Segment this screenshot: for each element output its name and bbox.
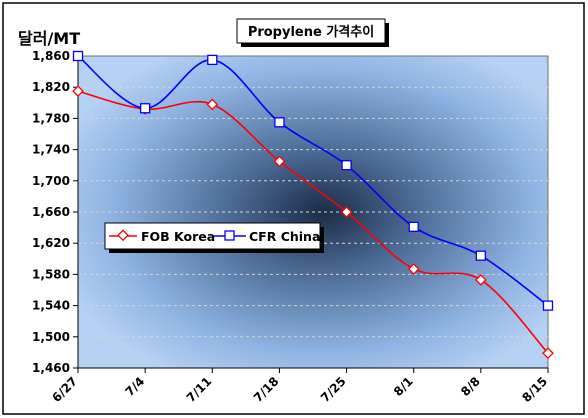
legend-marker-fob-korea — [117, 229, 129, 242]
data-point-fob-korea — [340, 206, 353, 218]
y-tick-label: 1,700 — [32, 174, 70, 188]
y-tick-labels: 1,460 1,500 1,540 1,580 1,620 1,660 1,700 1,740… — [32, 49, 548, 375]
data-point-cfr-china — [139, 103, 151, 114]
series-lines — [72, 50, 554, 360]
y-tick-label: 1,540 — [32, 299, 70, 313]
data-point-fob-korea — [474, 273, 487, 286]
data-point-cfr-china — [274, 117, 285, 128]
data-point-cfr-china — [341, 160, 352, 171]
chart-title-box — [236, 18, 386, 44]
chart-title: Propylene 가격추이 — [248, 24, 374, 40]
data-point-cfr-china — [475, 250, 487, 261]
y-axis-label: 달러/MT — [18, 29, 80, 48]
y-tick-label: 1,740 — [32, 143, 70, 157]
y-tick-label: 1,820 — [32, 80, 70, 94]
data-point-cfr-china — [408, 221, 419, 232]
data-point-fob-korea — [407, 263, 420, 275]
y-tick-label: 1,500 — [32, 330, 70, 344]
y-tick-label: 1,580 — [32, 267, 70, 281]
y-tick-label: 1,860 — [32, 49, 70, 63]
y-tick-label: 1,780 — [32, 111, 70, 125]
legend-label-cfr-china: CFR China — [249, 229, 320, 244]
legend-label-fob-korea: FOB Korea — [141, 229, 215, 244]
legend-box — [104, 222, 321, 250]
y-tick-label: 1,620 — [32, 236, 70, 250]
data-point-fob-korea — [273, 155, 286, 168]
data-point-fob-korea — [542, 347, 554, 360]
gridlines — [78, 86, 548, 338]
data-point-cfr-china — [72, 50, 84, 62]
legend-marker-cfr-china — [224, 230, 235, 241]
data-point-fob-korea — [206, 98, 219, 111]
data-point-cfr-china — [207, 54, 218, 66]
data-point-cfr-china — [542, 300, 554, 311]
y-tick-label: 1,460 — [32, 361, 70, 375]
y-tick-label: 1,660 — [32, 205, 70, 219]
data-point-fob-korea — [72, 85, 84, 97]
